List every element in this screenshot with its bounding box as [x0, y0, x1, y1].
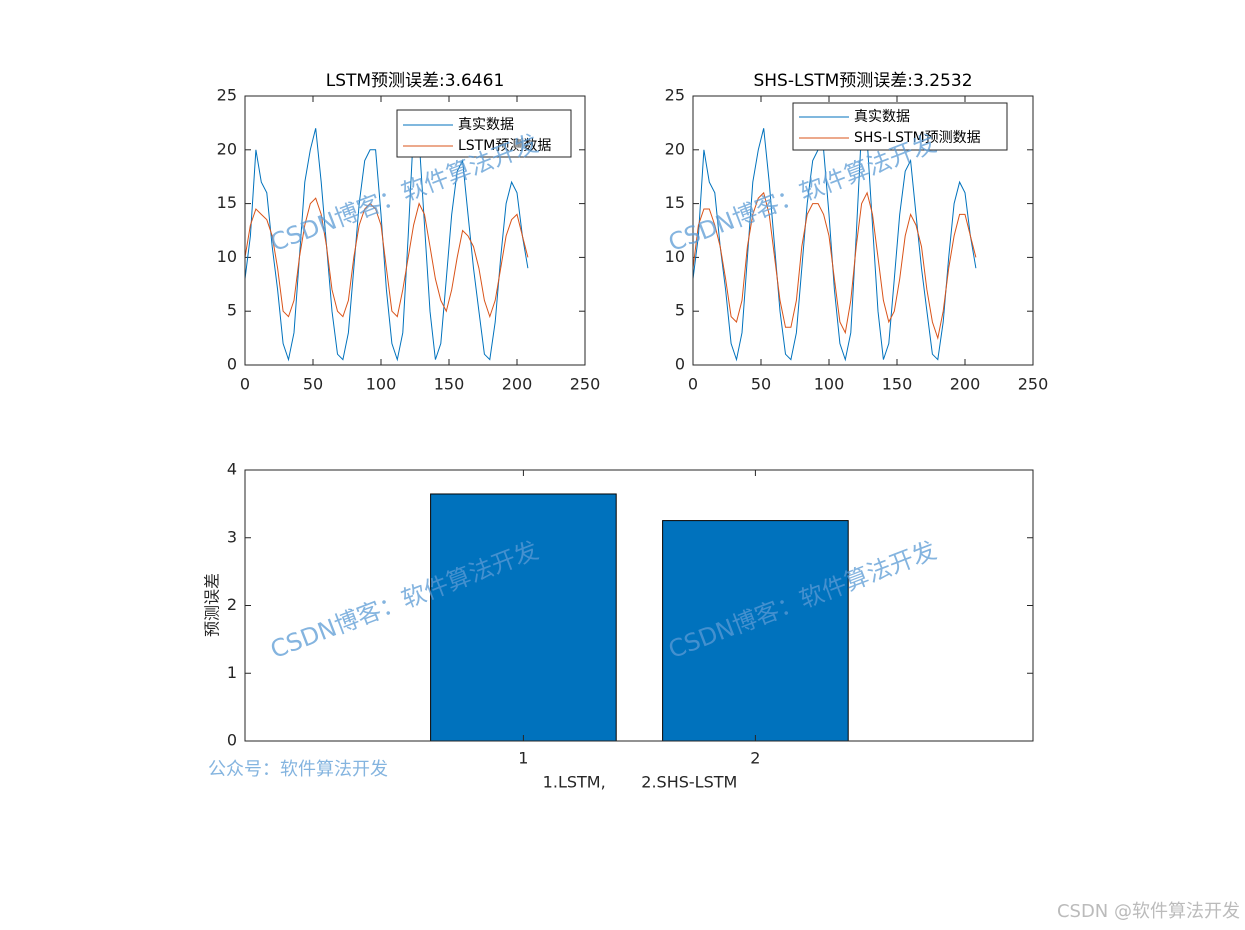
y-tick-label: 0	[227, 731, 237, 750]
y-tick-label: 0	[227, 355, 237, 374]
y-tick-label: 15	[665, 193, 685, 212]
legend-label: LSTM预测数据	[458, 138, 551, 154]
y-tick-label: 5	[675, 301, 685, 320]
x-tick-label: 0	[688, 375, 698, 394]
site-mark: CSDN @软件算法开发	[1057, 901, 1240, 922]
legend-label: SHS-LSTM预测数据	[854, 130, 981, 146]
y-tick-label: 25	[665, 86, 685, 105]
chart-title: LSTM预测误差:3.6461	[326, 71, 505, 91]
x-tick-label: 250	[1018, 375, 1049, 394]
series-line	[692, 191, 977, 341]
y-tick-label: 20	[665, 139, 685, 158]
series-line	[244, 197, 529, 319]
y-tick-label: 10	[217, 247, 237, 266]
x-tick-label: 150	[434, 375, 465, 394]
x-tick-label: 50	[303, 375, 323, 394]
legend-box	[792, 102, 1008, 151]
footer-note: 公众号：软件算法开发	[208, 759, 388, 780]
axes-box	[692, 95, 1034, 366]
legend-label: 真实数据	[854, 109, 910, 125]
x-tick-label: 200	[502, 375, 533, 394]
legend-label: 真实数据	[458, 117, 514, 133]
y-tick-label: 20	[217, 139, 237, 158]
x-tick-label: 1	[518, 749, 528, 768]
x-tick-label: 0	[240, 375, 250, 394]
x-tick-label: 150	[882, 375, 913, 394]
x-tick-label: 100	[366, 375, 397, 394]
x-tick-label: 250	[570, 375, 601, 394]
y-tick-label: 4	[227, 460, 237, 479]
series-line	[244, 126, 529, 362]
bar	[662, 520, 849, 742]
x-tick-label: 50	[751, 375, 771, 394]
axes-box	[244, 469, 1034, 742]
y-tick-label: 3	[227, 527, 237, 546]
bar	[430, 493, 617, 742]
x-axis-label: 1.LSTM, 2.SHS-LSTM	[543, 773, 738, 792]
y-axis-label: 预测误差	[203, 573, 222, 637]
legend-box	[396, 109, 572, 158]
y-tick-label: 15	[217, 193, 237, 212]
y-tick-label: 10	[665, 247, 685, 266]
y-tick-label: 25	[217, 86, 237, 105]
x-tick-label: 100	[814, 375, 845, 394]
series-line	[692, 126, 977, 362]
x-tick-label: 200	[950, 375, 981, 394]
y-tick-label: 2	[227, 595, 237, 614]
x-tick-label: 2	[750, 749, 760, 768]
chart-title: SHS-LSTM预测误差:3.2532	[753, 71, 972, 91]
axes-box	[244, 95, 586, 366]
y-tick-label: 5	[227, 301, 237, 320]
y-tick-label: 1	[227, 663, 237, 682]
y-tick-label: 0	[675, 355, 685, 374]
